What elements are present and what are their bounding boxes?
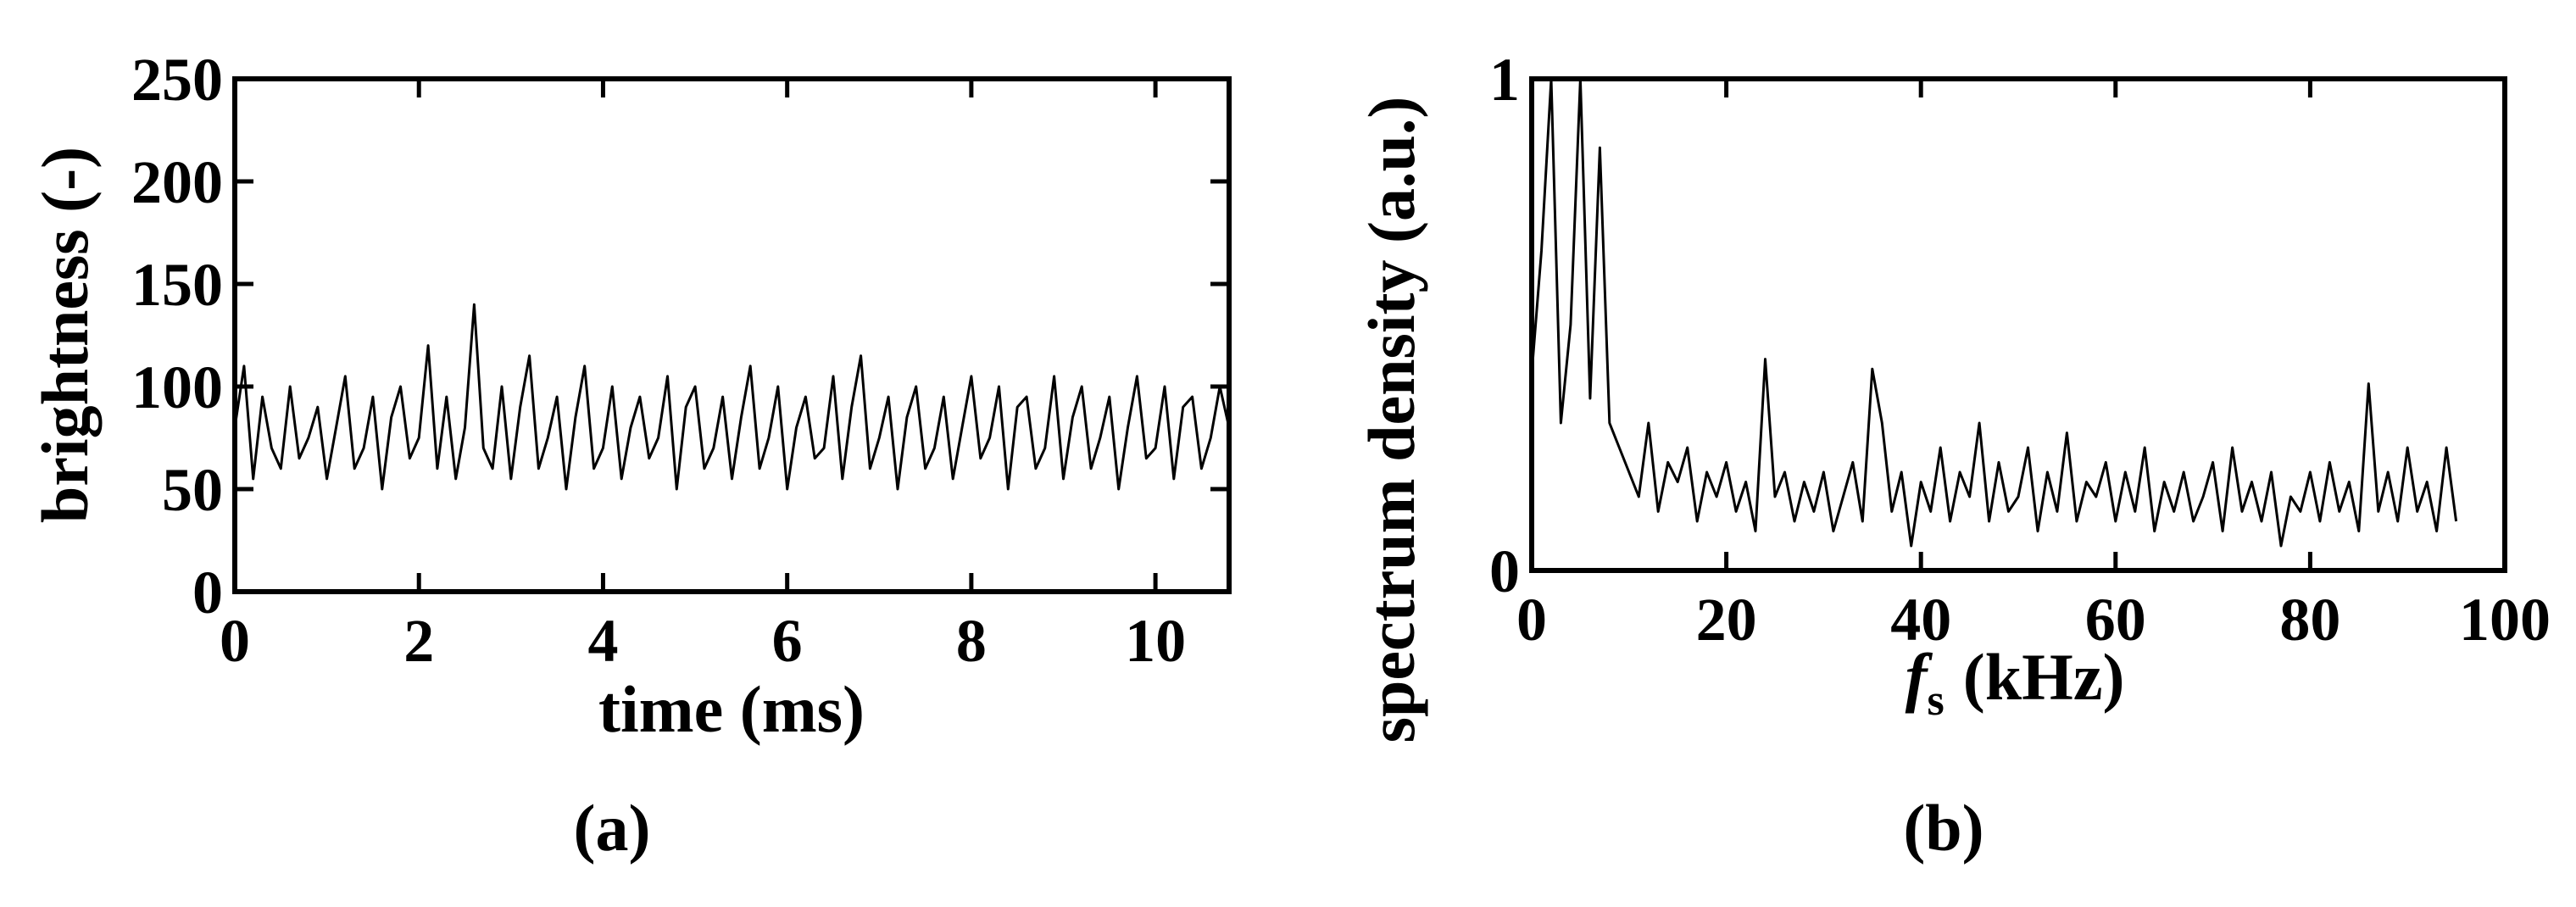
signal-line <box>233 303 1231 491</box>
plot-frame <box>1529 76 2507 573</box>
x-tick-label: 80 <box>2279 586 2340 654</box>
x-tick-label: 100 <box>2459 586 2551 654</box>
panel-label: (b) <box>1903 791 1983 865</box>
x-tick-label: 60 <box>2085 586 2146 654</box>
x-tick-label: 4 <box>587 607 618 675</box>
y-axis-label: spectrum density (a.u.) <box>1355 97 1428 743</box>
x-tick-label: 10 <box>1125 607 1186 675</box>
x-tick-label: 20 <box>1696 586 1757 654</box>
y-tick-label: 50 <box>162 456 223 524</box>
x-tick-label: 2 <box>403 607 434 675</box>
y-tick-label: 200 <box>131 148 223 216</box>
y-tick-label: 0 <box>1489 537 1520 605</box>
x-tick-label: 8 <box>956 607 987 675</box>
x-tick-label: 0 <box>220 607 250 675</box>
y-tick-label: 0 <box>192 559 223 626</box>
y-tick-label: 100 <box>131 353 223 421</box>
y-tick-label: 250 <box>131 46 223 114</box>
y-axis-label: brightness (-) <box>28 147 102 523</box>
panel-label: (a) <box>574 791 651 865</box>
y-tick-label: 150 <box>131 251 223 319</box>
plot-frame <box>232 76 1232 594</box>
x-label-unit: (kHz) <box>1963 640 2125 714</box>
x-tick-label: 0 <box>1516 586 1547 654</box>
signal-line <box>1530 77 2458 548</box>
x-axis-label: time (ms) <box>598 672 865 746</box>
x-tick-label: 40 <box>1890 586 1951 654</box>
y-tick-label: 1 <box>1489 46 1520 114</box>
x-label-subscript: s <box>1928 676 1945 725</box>
x-tick-label: 6 <box>772 607 803 675</box>
